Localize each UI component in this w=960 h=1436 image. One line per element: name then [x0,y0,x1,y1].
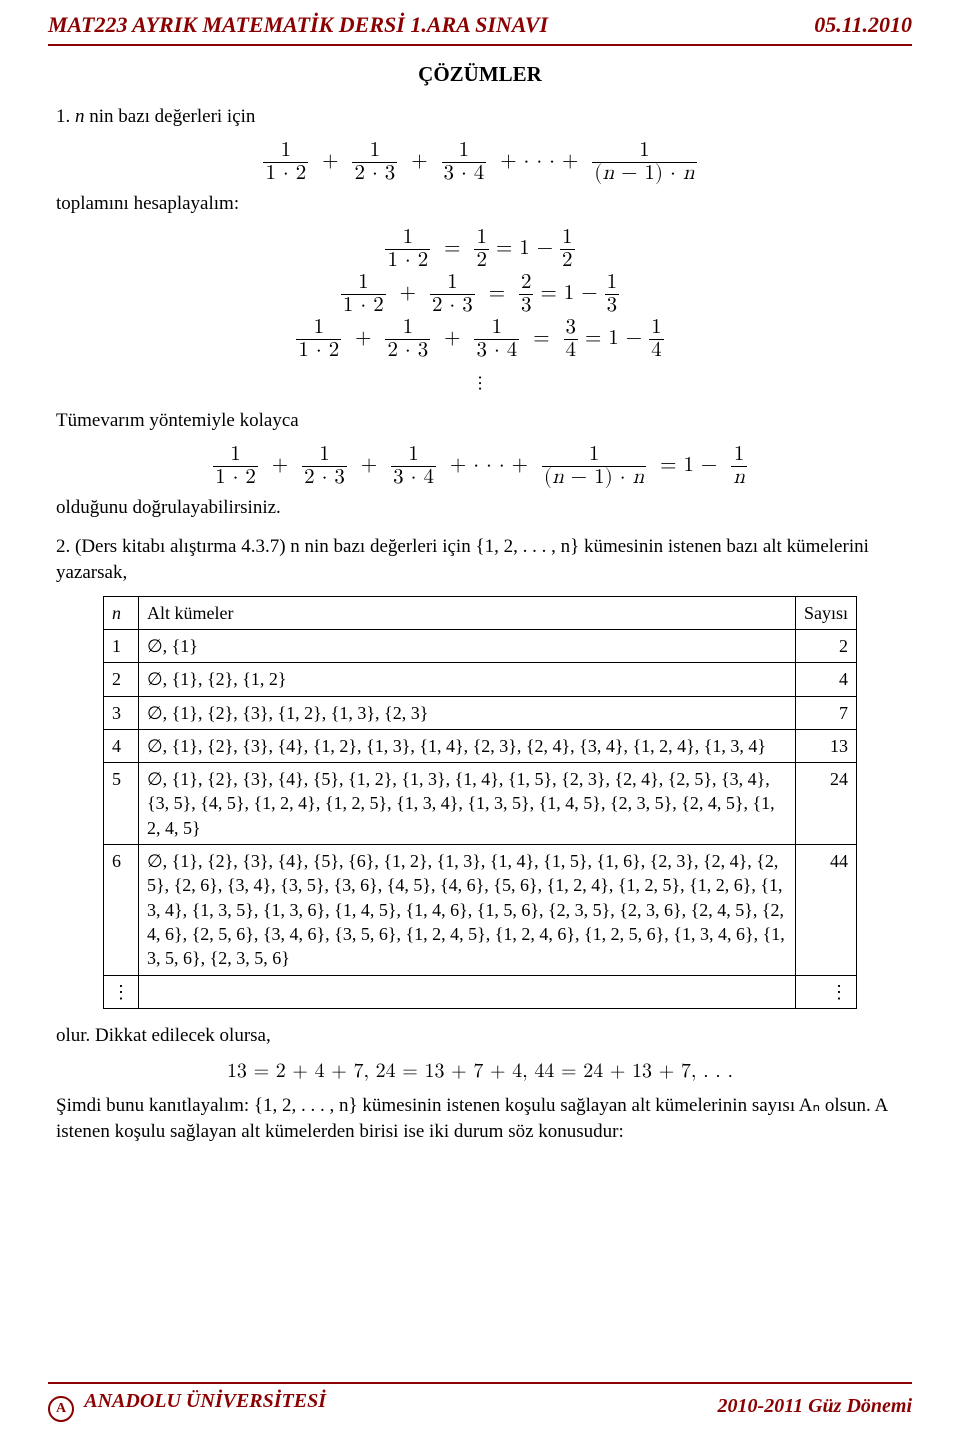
header-title: MAT223 AYRIK MATEMATİK DERSİ 1.ARA SINAV… [48,12,548,38]
table-row: 2 ∅, {1}, {2}, {1, 2} 4 [103,663,856,696]
q1-series: 11 · 2 + 12 · 3 + 13 · 4 + · · · + 1(n −… [56,140,904,185]
table-row: 4 ∅, {1}, {2}, {3}, {4}, {1, 2}, {1, 3},… [103,729,856,762]
q2-label: 2. [56,536,70,557]
table-row: 5 ∅, {1}, {2}, {3}, {4}, {5}, {1, 2}, {1… [103,763,856,845]
table-row: 3 ∅, {1}, {2}, {3}, {1, 2}, {1, 3}, {2, … [103,696,856,729]
q1-calc-block: 11 · 2 = 12 = 1 − 12 11 · 2 + 12 · 3 = 2… [56,227,904,402]
solutions-title: ÇÖZÜMLER [56,60,904,88]
col-sub: Alt kümeler [138,596,795,629]
header-date: 05.11.2010 [814,12,912,38]
subset-table: n Alt kümeler Sayısı 1 ∅, {1} 2 2 ∅, {1}… [103,596,857,1009]
q1-induction: Tümevarım yöntemiyle kolayca [56,408,904,434]
q1-result: 11 · 2 + 12 · 3 + 13 · 4 + · · · + 1(n −… [56,444,904,489]
table-row: 6 ∅, {1}, {2}, {3}, {4}, {5}, {6}, {1, 2… [103,845,856,975]
q1-label: 1. [56,106,70,127]
col-count: Sayısı [795,596,856,629]
col-n: n [103,596,138,629]
footer: A ANADOLU ÜNİVERSİTESİ 2010-2011 Güz Dön… [48,1390,912,1422]
table-row: 1 ∅, {1} 2 [103,629,856,662]
q1-intro: nin bazı değerleri için [85,106,256,127]
footer-left: A ANADOLU ÜNİVERSİTESİ [48,1390,326,1422]
q1-sum-text: toplamını hesaplayalım: [56,191,904,217]
table-row: ⋮ ⋮ [103,975,856,1008]
page: MAT223 AYRIK MATEMATİK DERSİ 1.ARA SINAV… [0,0,960,1436]
footer-rule [48,1382,912,1384]
q1-verify: olduğunu doğrulayabilirsiniz. [56,495,904,521]
q2-after2: Şimdi bunu kanıtlayalım: {1, 2, . . . , … [56,1093,904,1144]
footer-left-text: ANADOLU ÜNİVERSİTESİ [84,1390,326,1412]
header: MAT223 AYRIK MATEMATİK DERSİ 1.ARA SINAV… [0,0,960,42]
q2: 2. (Ders kitabı alıştırma 4.3.7) n nin b… [56,534,904,585]
logo-icon: A [48,1396,74,1422]
q2-after1: olur. Dikkat edilecek olursa, [56,1023,904,1049]
footer-right: 2010-2011 Güz Dönemi [718,1395,912,1418]
content: ÇÖZÜMLER 1. n nin bazı değerleri için 11… [0,46,960,1145]
q1: 1. n nin bazı değerleri için [56,104,904,130]
q2-text: (Ders kitabı alıştırma 4.3.7) n nin bazı… [56,536,869,583]
q2-eqs: 13 = 2 + 4 + 7, 24 = 13 + 7 + 4, 44 = 24… [56,1058,904,1085]
